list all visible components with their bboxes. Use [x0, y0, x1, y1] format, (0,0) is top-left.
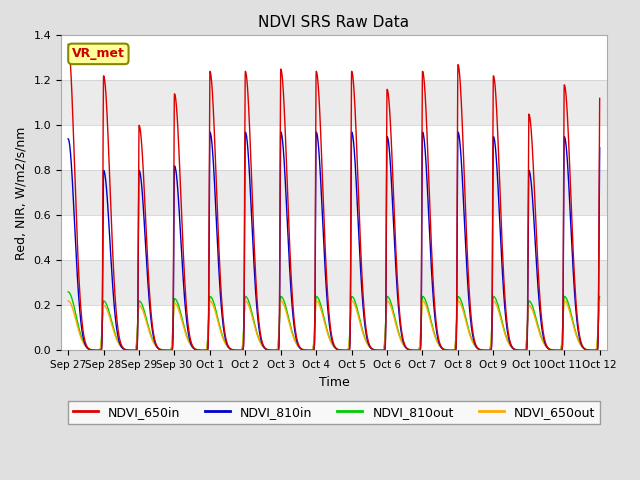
NDVI_650in	[522, 348, 530, 353]
NDVI_810out	[360, 333, 368, 338]
Line: NDVI_650out: NDVI_650out	[68, 301, 600, 350]
NDVI_810out	[64, 289, 72, 295]
NDVI_810in	[323, 295, 331, 301]
NDVI_810in	[83, 344, 90, 350]
Line: NDVI_810in: NDVI_810in	[68, 132, 600, 350]
Line: NDVI_810out: NDVI_810out	[68, 292, 600, 350]
Bar	[61, 80, 607, 125]
NDVI_650out	[455, 299, 463, 304]
NDVI_650out	[522, 343, 530, 349]
Bar	[61, 125, 607, 170]
Bar	[61, 305, 607, 350]
NDVI_650out	[323, 328, 331, 334]
NDVI_810out	[83, 344, 90, 349]
NDVI_650out	[267, 348, 275, 353]
Line: NDVI_650in: NDVI_650in	[68, 44, 600, 350]
NDVI_650in	[267, 348, 275, 353]
NDVI_650in	[323, 280, 331, 286]
NDVI_810in	[267, 348, 275, 353]
NDVI_650out	[360, 334, 368, 339]
Bar	[61, 36, 607, 80]
Text: VR_met: VR_met	[72, 48, 125, 60]
NDVI_810in	[455, 133, 463, 139]
NDVI_810in	[522, 348, 530, 353]
Y-axis label: Red, NIR, W/m2/s/nm: Red, NIR, W/m2/s/nm	[15, 126, 28, 260]
Bar	[61, 216, 607, 260]
NDVI_810out	[455, 294, 463, 300]
NDVI_810in	[360, 315, 368, 321]
NDVI_650in	[167, 348, 175, 353]
NDVI_810out	[267, 347, 275, 353]
NDVI_650out	[83, 344, 90, 350]
NDVI_810in	[454, 129, 461, 135]
Bar	[61, 170, 607, 216]
NDVI_650out	[596, 298, 604, 304]
NDVI_810in	[64, 136, 72, 142]
NDVI_650out	[131, 348, 138, 353]
NDVI_650in	[596, 96, 604, 101]
NDVI_810out	[323, 327, 331, 333]
Bar	[61, 260, 607, 305]
NDVI_650out	[64, 298, 72, 304]
Legend: NDVI_650in, NDVI_810in, NDVI_810out, NDVI_650out: NDVI_650in, NDVI_810in, NDVI_810out, NDV…	[68, 401, 600, 424]
NDVI_650in	[455, 66, 463, 72]
NDVI_810out	[596, 293, 604, 299]
Title: NDVI SRS Raw Data: NDVI SRS Raw Data	[259, 15, 410, 30]
NDVI_650in	[83, 342, 90, 348]
X-axis label: Time: Time	[319, 376, 349, 389]
NDVI_810out	[522, 343, 530, 348]
NDVI_810in	[132, 348, 140, 353]
NDVI_650in	[64, 41, 72, 47]
NDVI_810out	[131, 348, 138, 353]
NDVI_650in	[360, 306, 368, 312]
NDVI_810in	[596, 145, 604, 151]
